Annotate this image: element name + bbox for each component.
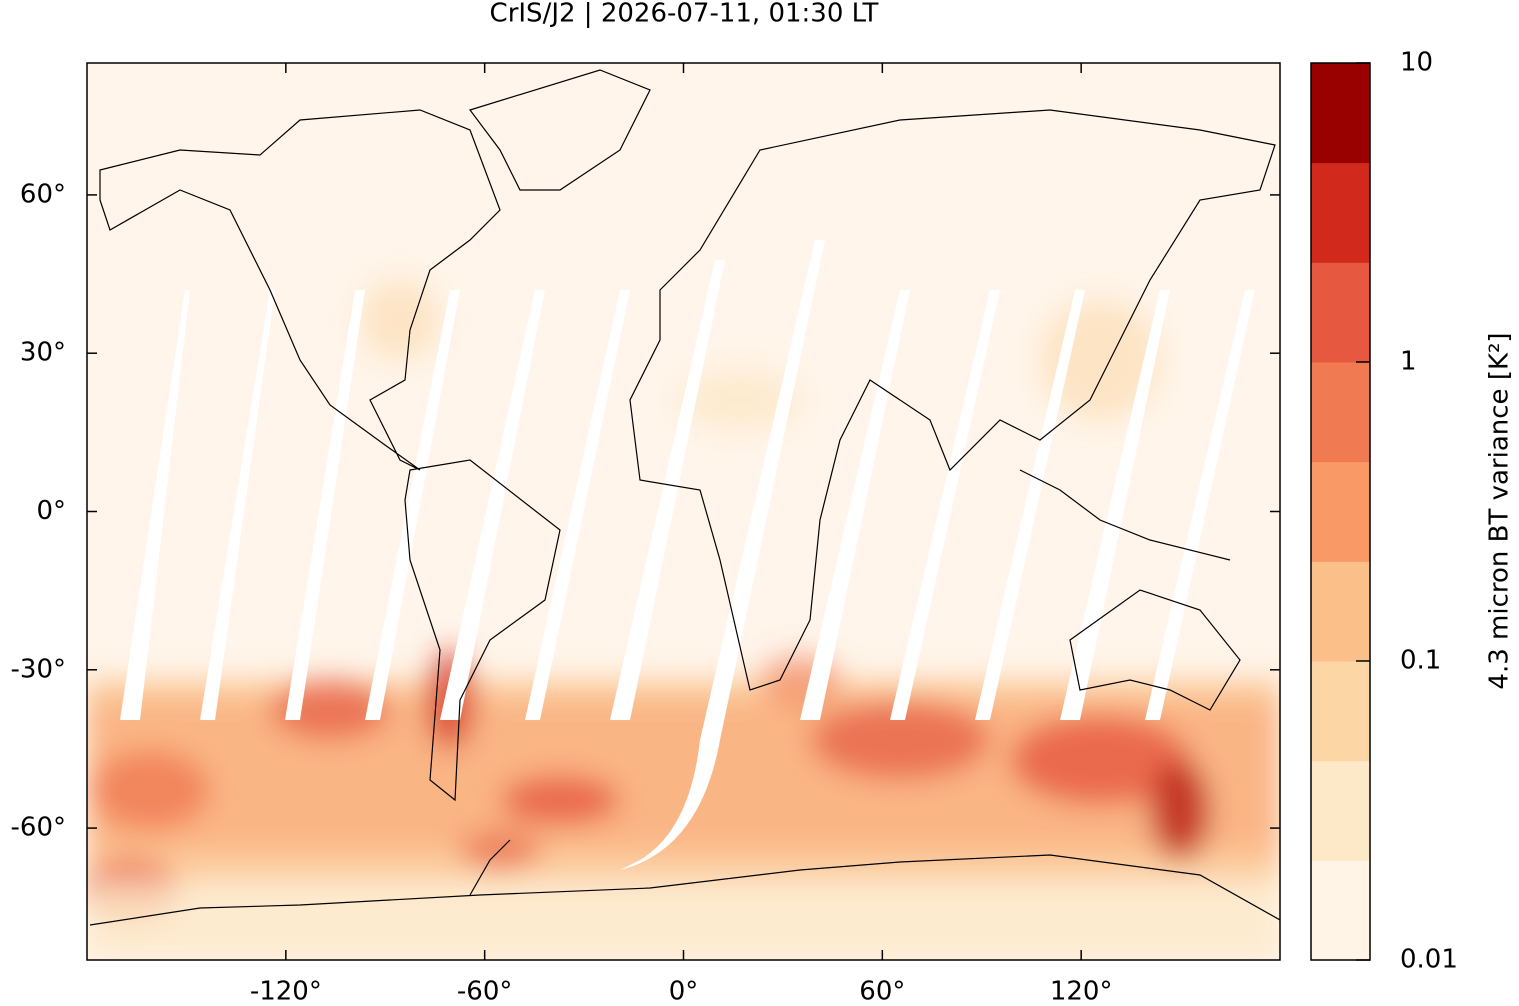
colorbar: 10 1 0.1 0.01 4.3 micron BT variance [K²] xyxy=(1310,48,1515,975)
chart-title: CrIS/J2 | 2026-07-11, 01:30 LT xyxy=(490,0,879,29)
y-tick-label: -60° xyxy=(11,813,66,843)
colorbar-tick-label: 10 xyxy=(1400,48,1433,78)
colorbar-band xyxy=(1311,561,1370,662)
colorbar-band xyxy=(1311,860,1370,961)
colorbar-band xyxy=(1311,760,1370,861)
colorbar-tick-label: 0.1 xyxy=(1400,646,1441,676)
x-tick-label: 120° xyxy=(1050,977,1113,1003)
colorbar-band xyxy=(1311,63,1370,164)
y-tick-label: 30° xyxy=(20,338,66,368)
colorbar-tick-label: 1 xyxy=(1400,347,1417,377)
y-tick-label: 60° xyxy=(20,179,66,209)
x-tick-label: -120° xyxy=(250,977,322,1003)
x-tick-label: -60° xyxy=(457,977,512,1003)
colorbar-band xyxy=(1311,362,1370,463)
x-tick-label: 0° xyxy=(669,977,699,1003)
colorbar-band xyxy=(1311,661,1370,762)
axes: -120° -60° 0° 60° 120° 60° 30° 0° -30° -60° xyxy=(11,63,1280,1006)
coastlines xyxy=(89,69,1280,926)
colorbar-tick-label: 0.01 xyxy=(1400,945,1458,975)
colorbar-band xyxy=(1311,461,1370,562)
colorbar-label: 4.3 micron BT variance [K²] xyxy=(1485,332,1515,689)
colorbar-frame xyxy=(1310,62,1371,961)
colorbar-band xyxy=(1311,262,1370,363)
y-tick-label: 0° xyxy=(36,496,66,526)
swath-gaps xyxy=(120,240,1255,870)
y-tick-label: -30° xyxy=(11,654,66,684)
map-field xyxy=(87,63,1280,960)
x-tick-label: 60° xyxy=(859,977,905,1003)
colorbar-band xyxy=(1311,162,1370,263)
